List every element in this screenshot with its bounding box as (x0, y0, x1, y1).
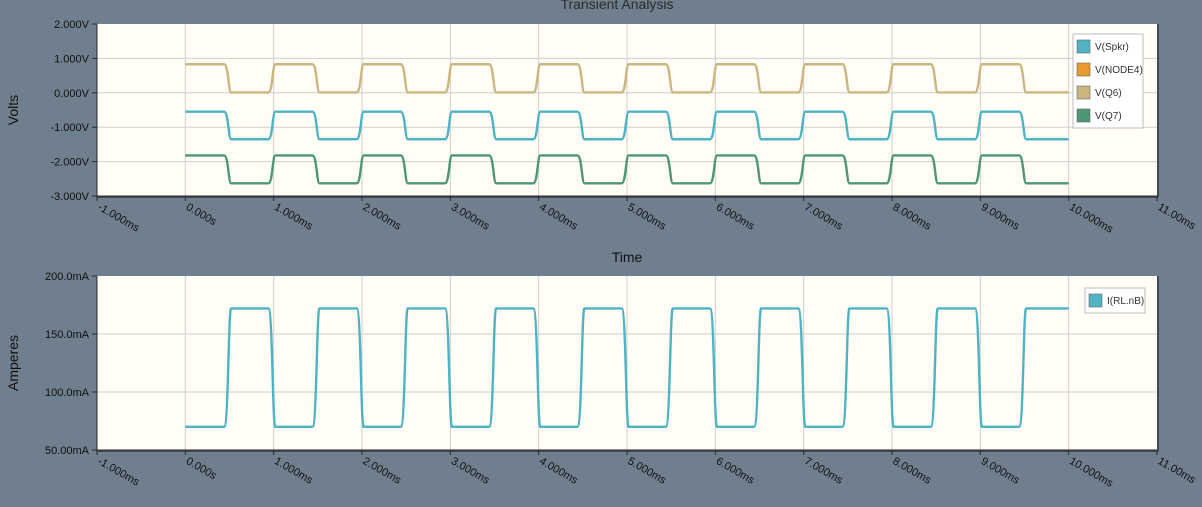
x-tick-label: 10.000ms (1067, 455, 1115, 490)
x-tick-label: 0.000s (184, 455, 219, 482)
x-tick-label: 6.000ms (714, 201, 757, 233)
x-tick-label: 7.000ms (802, 455, 845, 487)
legend-label: V(Spkr) (1095, 42, 1129, 53)
x-tick-label: 2.000ms (361, 201, 404, 233)
x-tick-label: 2.000ms (361, 455, 404, 487)
chart-title: Transient Analysis (560, 0, 673, 12)
x-tick-label: 8.000ms (891, 455, 934, 487)
x-tick-label: 4.000ms (537, 455, 580, 487)
y-tick-label: 0.000V (54, 88, 90, 100)
x-tick-label: 3.000ms (449, 201, 492, 233)
legend-swatch (1076, 85, 1091, 100)
x-tick-label: 5.000ms (626, 455, 669, 487)
x-tick-label: 6.000ms (714, 455, 757, 487)
x-tick-label: -1.000ms (96, 201, 142, 235)
series-line-V(Q7) (185, 154, 1069, 185)
legend-swatch (1076, 62, 1091, 77)
y-tick-label: -1.000V (50, 122, 89, 134)
legend: I(RL.nB) (1084, 287, 1146, 314)
x-tick-label: 10.000ms (1067, 201, 1115, 236)
y-tick-label: 1.000V (54, 53, 90, 65)
legend-swatch (1076, 39, 1091, 54)
series-line-V(Q6) (185, 63, 1069, 94)
x-tick-label: 1.000ms (272, 201, 315, 233)
series-line-I(RL.nB) (185, 307, 1069, 428)
legend-swatch (1076, 108, 1091, 123)
x-tick-label: 8.000ms (891, 201, 934, 233)
y-axis-label: Volts (5, 95, 21, 125)
y-tick-label: 100.0mA (45, 387, 90, 399)
legend-label: I(RL.nB) (1107, 296, 1144, 307)
x-tick-label: 0.000s (184, 201, 219, 228)
x-tick-label: 4.000ms (537, 201, 580, 233)
x-tick-label: -1.000ms (96, 455, 142, 489)
x-tick-label: 9.000ms (979, 455, 1022, 487)
y-tick-label: -2.000V (50, 157, 89, 169)
x-tick-label: 11.00ms (1156, 201, 1198, 232)
y-axis-label: Amperes (5, 335, 21, 391)
legend-label: V(Q6) (1095, 88, 1122, 99)
y-tick-label: 50.00mA (45, 445, 90, 457)
x-axis-label: Time (612, 249, 643, 265)
legend: V(Spkr) V(NODE4) V(Q6) V(Q7) (1072, 33, 1144, 129)
y-tick-label: 2.000V (54, 19, 90, 31)
plot-2: -1.000ms 0.000s 1.000ms 2.000ms 3.000ms 4.000… (5, 271, 1198, 490)
plot-1: -1.000ms 0.000s 1.000ms 2.000ms 3.000ms 4.000… (5, 19, 1198, 265)
y-tick-label: 150.0mA (45, 329, 90, 341)
x-tick-label: 7.000ms (802, 201, 845, 233)
legend-swatch (1088, 293, 1103, 308)
x-tick-label: 11.00ms (1156, 455, 1198, 486)
y-tick-label: -3.000V (50, 191, 89, 203)
x-tick-label: 3.000ms (449, 455, 492, 487)
x-tick-label: 9.000ms (979, 201, 1022, 233)
series-line-V(Spkr) (185, 110, 1069, 141)
x-tick-label: 5.000ms (626, 201, 669, 233)
y-tick-label: 200.0mA (45, 271, 90, 283)
legend-label: V(NODE4) (1095, 65, 1143, 76)
x-tick-label: 1.000ms (272, 455, 315, 487)
legend-label: V(Q7) (1095, 111, 1122, 122)
